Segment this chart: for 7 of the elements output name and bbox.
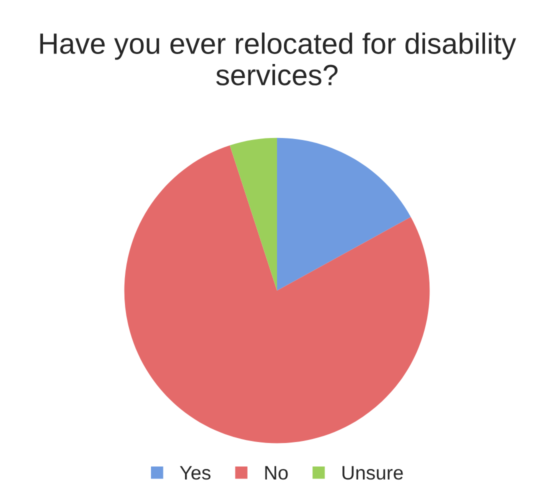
pie-slice [230, 138, 277, 291]
legend-label: Yes [180, 466, 210, 480]
pie-slice [124, 145, 430, 444]
legend-label: Unsure [342, 466, 403, 480]
legend-label: No [265, 466, 288, 480]
pie-slice [277, 138, 411, 291]
chart-title: Have you ever relocated for disability services? [40, 32, 516, 86]
